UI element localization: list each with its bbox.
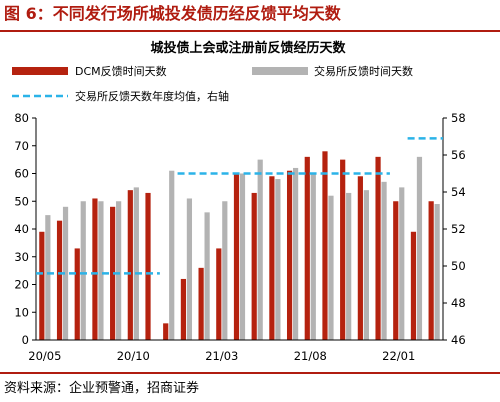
y2-tick-label: 52 — [451, 222, 466, 236]
bar-dcm — [357, 176, 363, 340]
y-tick-label: 60 — [14, 167, 29, 181]
bar-exchange — [257, 159, 263, 340]
bar-dcm — [286, 170, 293, 340]
bar-exchange — [434, 204, 440, 340]
y2-tick-label: 58 — [451, 111, 466, 125]
footer-rule — [0, 372, 500, 374]
legend-swatch-exchange — [252, 67, 308, 75]
y-tick-label: 40 — [14, 222, 29, 236]
bar-dcm — [428, 201, 434, 340]
bar-exchange — [80, 201, 86, 340]
bar-dcm — [163, 323, 169, 340]
x-tick-label: 22/01 — [382, 349, 415, 363]
bar-dcm — [340, 159, 346, 340]
bar-exchange — [186, 198, 193, 340]
y-tick-label: 50 — [14, 194, 29, 208]
bar-chart: 城投债上会或注册前反馈经历天数 DCM反馈时间天数 交易所反馈时间天数 交易所反… — [12, 40, 466, 363]
bar-dcm — [393, 201, 399, 340]
bar-exchange — [381, 181, 387, 340]
bar-dcm — [92, 198, 98, 340]
y-tick-label: 30 — [14, 250, 29, 264]
bar-exchange — [346, 192, 352, 340]
bar-exchange — [239, 173, 246, 340]
bar-exchange — [399, 187, 405, 340]
legend-label-dcm: DCM反馈时间天数 — [75, 65, 167, 78]
bar-dcm — [216, 248, 222, 340]
y-tick-label: 70 — [14, 139, 29, 153]
bar-exchange — [116, 201, 122, 340]
bar-exchange — [275, 179, 281, 340]
figure-title: 图 6：不同发行场所城投发债历经反馈平均天数 — [4, 4, 341, 23]
bar-dcm — [251, 192, 257, 340]
source-note: 资料来源：企业预警通，招商证券 — [4, 381, 200, 396]
bar-dcm — [304, 156, 310, 340]
bar-exchange — [62, 206, 69, 340]
bar-dcm — [145, 192, 151, 340]
y-tick-label: 80 — [14, 111, 29, 125]
bar-dcm — [127, 190, 133, 340]
bar-exchange — [98, 201, 104, 340]
legend-swatch-dcm — [12, 67, 68, 75]
y-tick-label: 10 — [14, 305, 29, 319]
bar-exchange — [222, 201, 228, 340]
bar-exchange — [363, 190, 369, 340]
bar-exchange — [169, 170, 175, 340]
title-rule — [0, 30, 500, 32]
x-tick-label: 20/05 — [28, 349, 61, 363]
bar-exchange — [292, 167, 299, 340]
y2-tick-label: 48 — [451, 296, 466, 310]
bar-dcm — [110, 206, 116, 340]
bar-dcm — [198, 267, 204, 340]
legend-label-exchange: 交易所反馈时间天数 — [314, 64, 413, 78]
bar-dcm — [180, 278, 187, 340]
y-tick-label: 0 — [22, 333, 29, 347]
y2-tick-label: 46 — [451, 333, 466, 347]
x-tick-label: 21/03 — [205, 349, 238, 363]
bar-dcm — [322, 151, 328, 340]
plot-area: 0 10 20 30 40 50 60 70 80 46 48 50 52 54 56 58 20/05 20/1… — [14, 111, 465, 363]
y2-tick-label: 50 — [451, 259, 466, 273]
y2-tick-label: 54 — [451, 185, 466, 199]
bar-exchange — [328, 195, 334, 340]
bar-dcm — [74, 248, 80, 340]
x-tick-label: 20/10 — [117, 349, 150, 363]
y-tick-label: 20 — [14, 278, 29, 292]
bar-exchange — [310, 173, 316, 340]
bar-dcm — [39, 231, 45, 340]
chart-title: 城投债上会或注册前反馈经历天数 — [150, 40, 346, 56]
bar-exchange — [45, 215, 51, 340]
legend-label-exchange-avg: 交易所反馈天数年度均值，右轴 — [75, 89, 229, 103]
bar-exchange — [416, 156, 423, 340]
bar-exchange — [204, 212, 210, 340]
bar-dcm — [410, 231, 417, 340]
bar-dcm — [56, 220, 63, 340]
bar-dcm — [375, 156, 381, 340]
x-tick-label: 21/08 — [294, 349, 327, 363]
bar-dcm — [233, 173, 240, 340]
bar-exchange — [133, 187, 139, 340]
bar-dcm — [269, 176, 275, 340]
y2-tick-label: 56 — [451, 148, 466, 162]
legend: DCM反馈时间天数 交易所反馈时间天数 交易所反馈天数年度均值，右轴 — [12, 64, 413, 103]
